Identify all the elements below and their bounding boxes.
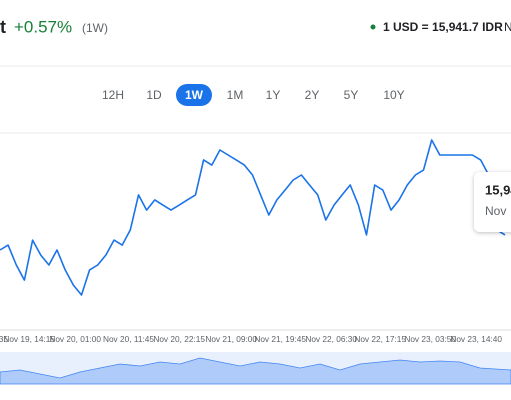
price-line [0, 139, 506, 296]
period: (1W) [82, 21, 108, 35]
range-button[interactable]: 5Y [344, 88, 359, 102]
x-tick-label: Nov 19, 14:15 [3, 334, 55, 344]
change: +0.57% [14, 17, 72, 36]
range-button[interactable]: 1M [227, 88, 244, 102]
more: N [504, 20, 511, 34]
x-tick-label: Nov 21, 19:45 [254, 334, 306, 344]
range-button-selected[interactable] [176, 84, 212, 106]
x-tick-label: Nov 20, 22:15 [153, 334, 205, 344]
range-button[interactable]: 12H [102, 88, 124, 102]
tooltip-value: 15,94 [485, 182, 511, 197]
x-tick-label: Nov 23, 14:40 [450, 334, 502, 344]
range-button[interactable]: 1D [146, 88, 162, 102]
x-tick-label: Nov 22, 06:30 [305, 334, 357, 344]
x-tick-label: Nov 22, 17:15 [354, 334, 406, 344]
live-dot [370, 24, 376, 30]
range-button[interactable]: 2Y [305, 88, 320, 102]
x-tick-label: Nov 20, 01:00 [49, 334, 101, 344]
x-tick-label: Nov 23, 03:50 [404, 334, 456, 344]
x-tick-label: Nov 21, 09:00 [205, 334, 257, 344]
navigator-area [0, 357, 511, 385]
x-tick-label: Nov 20, 11:45 [103, 334, 154, 344]
x-tick-label: 35 [0, 334, 8, 344]
range-button[interactable]: 1Y [266, 88, 281, 102]
tooltip-box [474, 172, 511, 232]
tooltip-date: Nov [485, 204, 506, 218]
range-button[interactable]: 10Y [383, 88, 404, 102]
plot [0, 139, 506, 296]
range-buttons: 12H 1D 1W 1M 1Y 2Y 5Y 10Y [102, 84, 405, 106]
tooltip [474, 172, 511, 232]
range-button[interactable]: 1W [185, 88, 204, 102]
pair-name: t [0, 17, 6, 37]
rate: 1 USD = 15,941.7 IDR [383, 20, 503, 34]
